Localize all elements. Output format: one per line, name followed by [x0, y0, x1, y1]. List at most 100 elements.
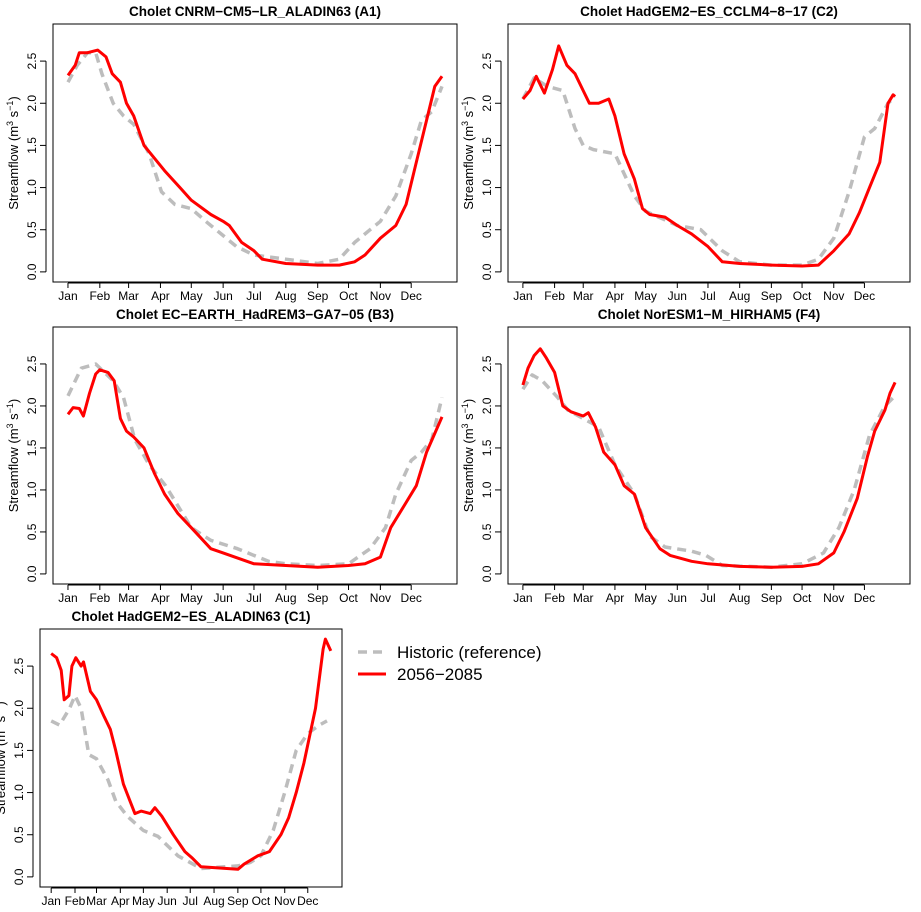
x-tick-label: Sep — [227, 894, 249, 908]
y-tick-label: 2.0 — [25, 95, 39, 112]
y-axis-label: Streamflow (m3 s−1) — [5, 96, 21, 210]
y-axis-label: Streamflow (m3 s−1) — [5, 399, 21, 513]
y-tick-label: 0.5 — [480, 221, 494, 238]
y-tick-label: 2.0 — [480, 397, 494, 414]
x-tick-label: Sep — [761, 289, 783, 303]
x-tick-label: Jul — [246, 289, 261, 303]
plot-frame — [52, 23, 458, 283]
x-tick-label: Jan — [513, 289, 532, 303]
y-tick-label: 2.0 — [25, 397, 39, 414]
x-tick-label: Oct — [339, 591, 358, 605]
x-tick-label: Feb — [544, 591, 565, 605]
plot-frame — [52, 326, 458, 585]
panel-5: Cholet HadGEM2−ES_ALADIN63 (C1) 0.0 0.5 1.0… — [0, 609, 343, 908]
x-tick-label: Nov — [370, 591, 391, 605]
historic-series-line — [50, 693, 328, 871]
y-tick-label: 0.5 — [25, 523, 39, 540]
y-tick-label: 1.0 — [480, 179, 494, 196]
y-tick-label: 1.5 — [25, 137, 39, 154]
y-tick-label: 2.5 — [480, 355, 494, 372]
y-tick-label: 0.5 — [12, 826, 26, 843]
panel-title: Cholet EC−EARTH_HadREM3−GA7−05 (B3) — [116, 307, 394, 322]
x-tick-label: Oct — [793, 591, 812, 605]
x-tick-label: Aug — [275, 591, 296, 605]
y-tick-label: 0.0 — [480, 565, 494, 582]
x-tick-label: Dec — [297, 894, 318, 908]
x-tick-label: Feb — [544, 289, 565, 303]
x-tick-label: Nov — [370, 289, 391, 303]
y-axis-label: Streamflow (m3 s−1) — [460, 399, 476, 513]
x-tick-label: Jan — [58, 591, 77, 605]
x-tick-label: Mar — [118, 591, 139, 605]
panel-title: Cholet HadGEM2−ES_CCLM4−8−17 (C2) — [580, 4, 838, 19]
plot-frame — [507, 326, 911, 585]
plot-frame — [39, 628, 343, 888]
x-tick-label: Jul — [700, 591, 715, 605]
x-tick-label: Oct — [793, 289, 812, 303]
y-tick-label: 2.5 — [480, 52, 494, 69]
x-tick-label: Aug — [729, 289, 750, 303]
y-tick-label: 1.5 — [12, 742, 26, 759]
plot-frame — [507, 23, 911, 283]
panel-3: Cholet EC−EARTH_HadREM3−GA7−05 (B3) 0.0 0.… — [5, 307, 458, 605]
future-series-line — [66, 48, 444, 267]
x-tick-label: Sep — [307, 591, 329, 605]
x-tick-label: Feb — [89, 591, 110, 605]
x-tick-label: Mar — [573, 289, 594, 303]
x-tick-label: Oct — [339, 289, 358, 303]
future-series-line — [521, 347, 897, 569]
panel-title: Cholet NorESM1−M_HIRHAM5 (F4) — [598, 307, 820, 322]
y-tick-label: 1.5 — [480, 439, 494, 456]
x-tick-label: Sep — [761, 591, 783, 605]
x-tick-label: Apr — [151, 591, 170, 605]
x-tick-label: Jul — [700, 289, 715, 303]
historic-series-line — [66, 362, 444, 568]
panel-2: Cholet HadGEM2−ES_CCLM4−8−17 (C2) 0.0 0.5 1… — [460, 4, 911, 303]
y-tick-label: 1.0 — [12, 784, 26, 801]
x-tick-label: Mar — [573, 591, 594, 605]
y-tick-label: 0.0 — [480, 263, 494, 280]
historic-series-line — [521, 373, 897, 569]
y-tick-label: 2.5 — [12, 657, 26, 674]
y-tick-label: 1.0 — [25, 179, 39, 196]
x-tick-label: Oct — [252, 894, 271, 908]
x-tick-label: Feb — [89, 289, 110, 303]
x-tick-label: Apr — [111, 894, 130, 908]
x-tick-label: Jan — [58, 289, 77, 303]
x-tick-label: Feb — [65, 894, 86, 908]
x-tick-label: Dec — [854, 591, 875, 605]
x-tick-label: Aug — [203, 894, 224, 908]
y-tick-label: 0.0 — [25, 263, 39, 280]
x-tick-label: Aug — [729, 591, 750, 605]
y-tick-label: 2.5 — [25, 355, 39, 372]
legend-future-label: 2056−2085 — [397, 665, 483, 684]
y-tick-label: 1.0 — [480, 481, 494, 498]
historic-series-line — [66, 50, 444, 266]
x-tick-label: Dec — [854, 289, 875, 303]
x-tick-label: May — [634, 591, 657, 605]
panel-title: Cholet HadGEM2−ES_ALADIN63 (C1) — [72, 609, 311, 624]
x-tick-label: Aug — [275, 289, 296, 303]
y-tick-label: 0.5 — [25, 221, 39, 238]
y-tick-label: 0.0 — [25, 565, 39, 582]
future-series-line — [50, 637, 333, 871]
x-tick-label: Mar — [86, 894, 107, 908]
y-tick-label: 2.0 — [480, 95, 494, 112]
x-tick-label: Jan — [513, 591, 532, 605]
legend-historic-label: Historic (reference) — [397, 643, 542, 662]
y-tick-label: 1.5 — [25, 439, 39, 456]
x-tick-label: Jun — [213, 289, 232, 303]
x-tick-label: Nov — [274, 894, 295, 908]
x-tick-label: Apr — [151, 289, 170, 303]
x-tick-label: Jun — [213, 591, 232, 605]
x-tick-label: Jun — [668, 591, 687, 605]
y-tick-label: 0.0 — [12, 868, 26, 885]
x-tick-label: Jul — [246, 591, 261, 605]
y-tick-label: 2.0 — [12, 700, 26, 717]
y-axis-label: Streamflow (m3 s−1) — [0, 701, 8, 815]
x-tick-label: May — [634, 289, 657, 303]
x-tick-label: Jan — [42, 894, 61, 908]
legend: Historic (reference) 2056−2085 — [358, 643, 542, 684]
x-tick-label: Apr — [606, 289, 625, 303]
